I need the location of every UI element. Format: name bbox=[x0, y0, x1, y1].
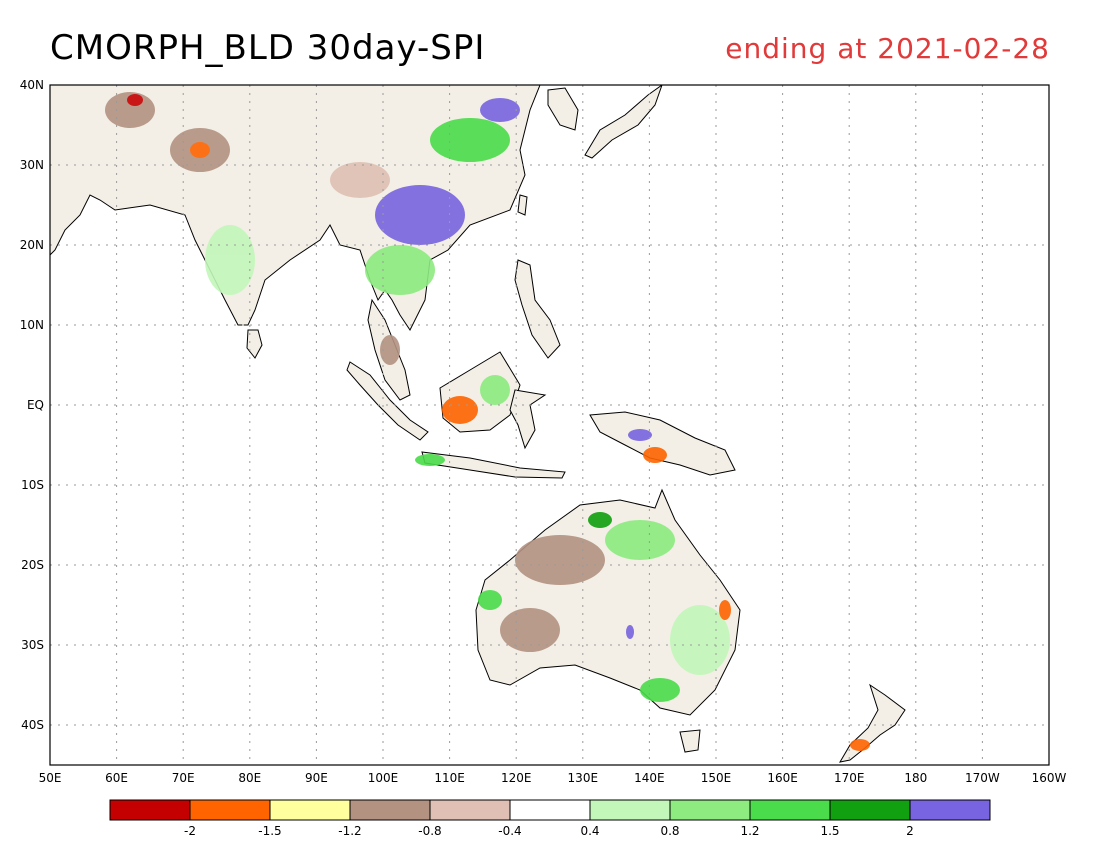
lon-label: 80E bbox=[238, 771, 261, 785]
legend-swatch bbox=[829, 799, 911, 821]
map-title: CMORPH_BLD 30day-SPI bbox=[50, 28, 486, 68]
legend-swatch bbox=[909, 799, 991, 821]
land-taiwan bbox=[517, 194, 528, 216]
legend-label: -0.4 bbox=[498, 824, 521, 838]
legend-swatch bbox=[109, 799, 191, 821]
map-frame bbox=[49, 84, 1050, 766]
lat-label: 30S bbox=[21, 638, 44, 652]
legend-swatch bbox=[509, 799, 591, 821]
land-philippines bbox=[514, 259, 561, 359]
lat-label: 40S bbox=[21, 718, 44, 732]
lon-label: 170W bbox=[965, 771, 1000, 785]
legend-label: -1.2 bbox=[338, 824, 361, 838]
land-new-zealand bbox=[839, 683, 906, 763]
lon-label: 50E bbox=[39, 771, 62, 785]
lat-label: 10S bbox=[21, 478, 44, 492]
lon-label: 130E bbox=[568, 771, 599, 785]
lat-label: 30N bbox=[20, 158, 44, 172]
lon-label: 100E bbox=[368, 771, 399, 785]
legend-swatch bbox=[429, 799, 511, 821]
lon-label: 110E bbox=[434, 771, 465, 785]
legend-swatch bbox=[269, 799, 351, 821]
lon-label: 60E bbox=[105, 771, 128, 785]
color-legend: -2 -1.5 -1.2 -0.8 -0.4 0.4 0.8 1.2 1.5 2 bbox=[109, 799, 991, 838]
legend-label: -2 bbox=[184, 824, 196, 838]
land-korea bbox=[547, 87, 579, 131]
land-java bbox=[421, 451, 566, 479]
lon-label: 120E bbox=[501, 771, 532, 785]
land-japan bbox=[584, 85, 663, 159]
legend-swatch bbox=[749, 799, 831, 821]
longitude-labels: 50E 60E 70E 80E 90E 100E 110E 120E 130E 140E 150E 1… bbox=[39, 771, 1067, 785]
legend-swatch bbox=[669, 799, 751, 821]
land-sri-lanka bbox=[246, 329, 263, 359]
legend-label: 0.8 bbox=[660, 824, 679, 838]
legend-label: 0.4 bbox=[580, 824, 599, 838]
lon-label: 180 bbox=[904, 771, 927, 785]
lat-label: 10N bbox=[20, 318, 44, 332]
lat-label: 40N bbox=[20, 78, 44, 92]
latitude-labels: 40N 30N 20N 10N EQ 10S 20S 30S 40S bbox=[20, 78, 44, 732]
legend-label: 1.2 bbox=[740, 824, 759, 838]
map-subtitle: ending at 2021-02-28 bbox=[725, 32, 1050, 65]
lat-label: EQ bbox=[27, 398, 44, 412]
spi-patches bbox=[105, 92, 870, 751]
lat-label: 20N bbox=[20, 238, 44, 252]
legend-label: -0.8 bbox=[418, 824, 441, 838]
lon-label: 160E bbox=[767, 771, 798, 785]
lon-label: 170E bbox=[834, 771, 865, 785]
legend-swatch bbox=[349, 799, 431, 821]
land-sumatra bbox=[346, 361, 429, 441]
lat-label: 20S bbox=[21, 558, 44, 572]
legend-label: -1.5 bbox=[258, 824, 281, 838]
grid-lines bbox=[50, 85, 1049, 765]
lon-label: 140E bbox=[634, 771, 665, 785]
lon-label: 150E bbox=[701, 771, 732, 785]
legend-swatch bbox=[589, 799, 671, 821]
legend-label: 1.5 bbox=[820, 824, 839, 838]
lon-label: 160W bbox=[1032, 771, 1067, 785]
land-sulawesi bbox=[509, 389, 547, 450]
land-new-guinea bbox=[589, 411, 736, 476]
lon-label: 70E bbox=[172, 771, 195, 785]
legend-swatch bbox=[189, 799, 271, 821]
lon-label: 90E bbox=[305, 771, 328, 785]
land-tasmania bbox=[679, 729, 701, 753]
legend-label: 2 bbox=[906, 824, 914, 838]
